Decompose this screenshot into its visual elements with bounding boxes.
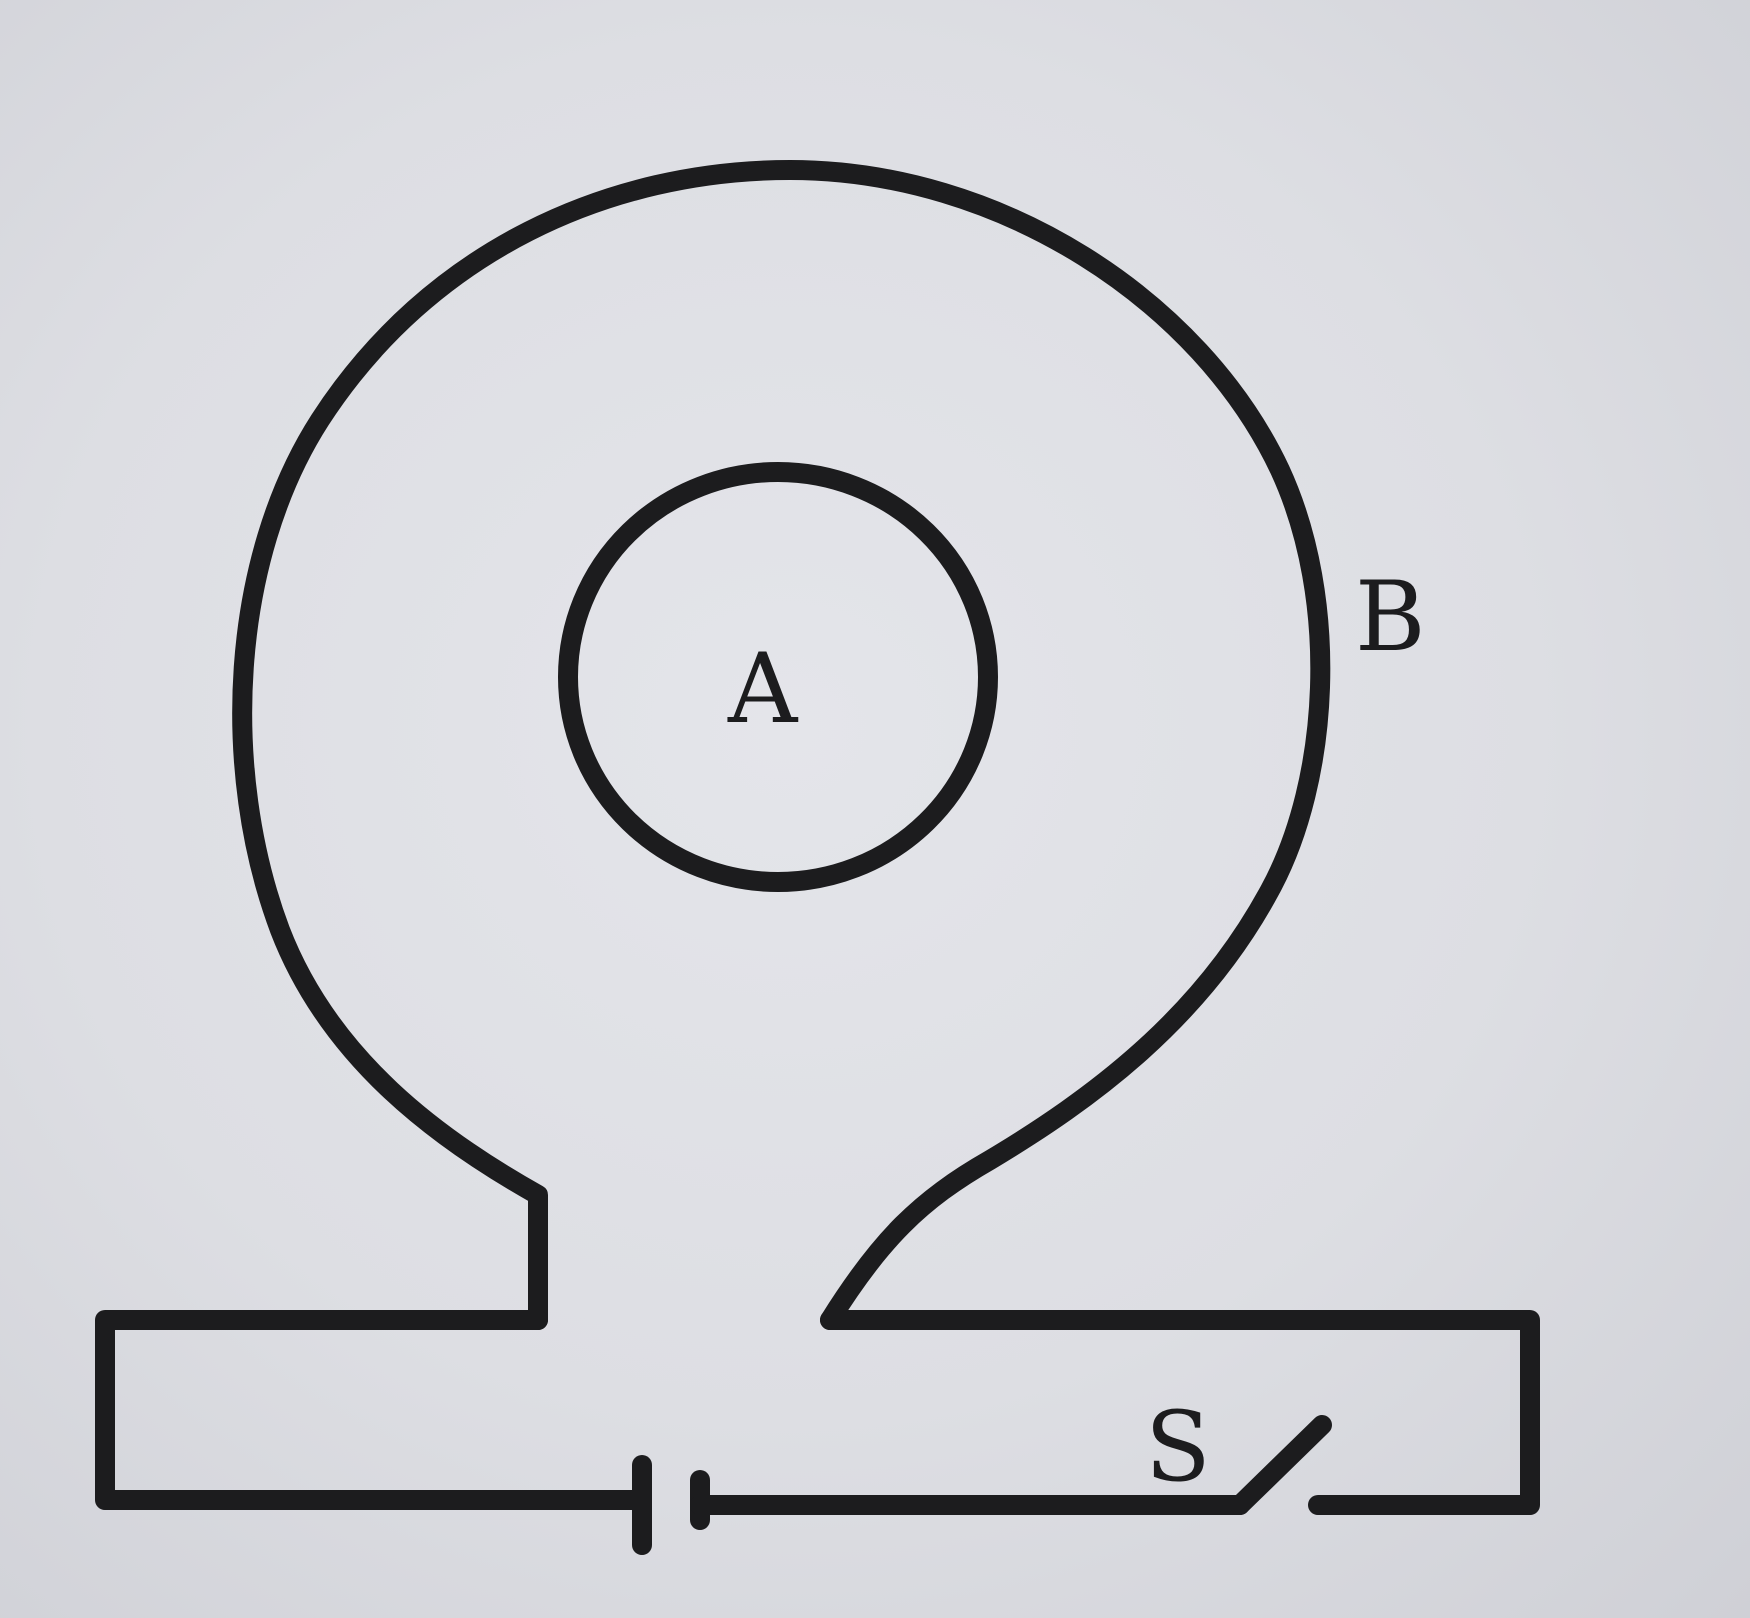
outer-loop-b — [232, 160, 1331, 1330]
left-circuit-wire — [95, 1310, 650, 1510]
switch-blade — [1230, 1415, 1332, 1515]
inner-loop-a — [558, 462, 998, 892]
label-s: S — [1145, 1391, 1211, 1503]
label-a: A — [727, 633, 799, 745]
label-b: B — [1355, 561, 1426, 673]
right-circuit-wire — [820, 1310, 1540, 1515]
